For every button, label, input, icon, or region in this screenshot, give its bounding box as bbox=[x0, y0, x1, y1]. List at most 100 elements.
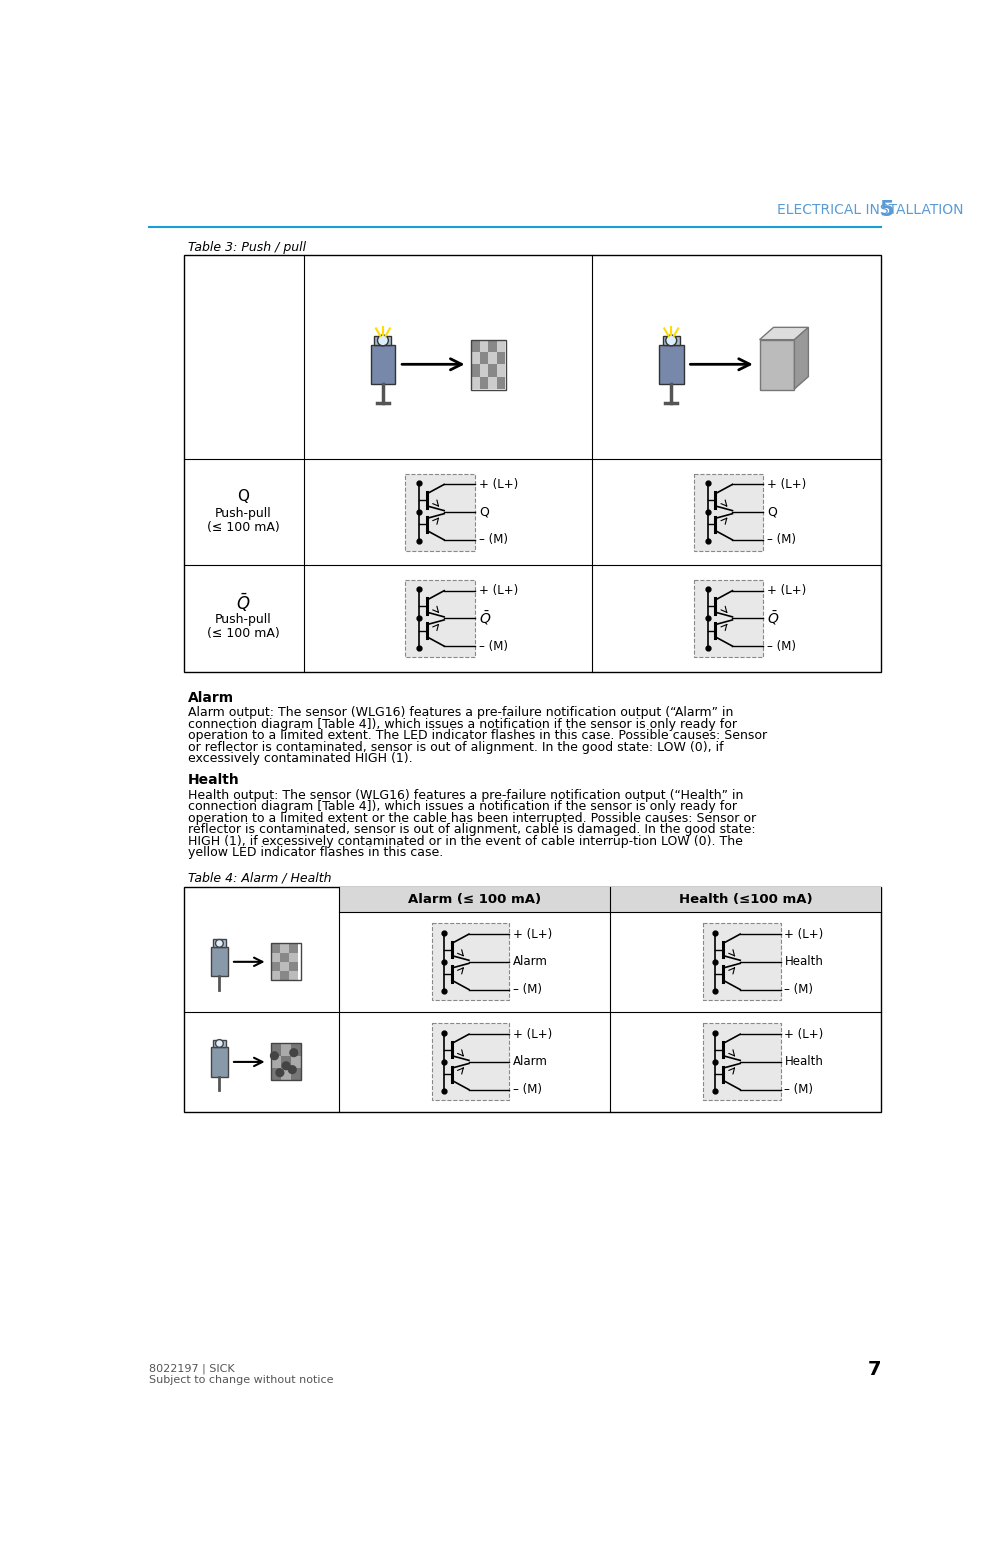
Text: Push-pull: Push-pull bbox=[215, 507, 271, 519]
Bar bbox=[270, 944, 279, 953]
Circle shape bbox=[288, 1065, 296, 1073]
Bar bbox=[339, 888, 610, 911]
Bar bbox=[479, 340, 488, 353]
Bar bbox=[704, 1023, 781, 1100]
Text: Alarm: Alarm bbox=[514, 955, 548, 969]
Bar bbox=[479, 376, 488, 388]
Text: – (M): – (M) bbox=[768, 640, 796, 652]
Text: Health output: The sensor (WLG16) features a pre-failure notification output (“H: Health output: The sensor (WLG16) featur… bbox=[188, 788, 743, 802]
Bar bbox=[760, 340, 794, 390]
Text: ELECTRICAL INSTALLATION: ELECTRICAL INSTALLATION bbox=[777, 203, 963, 217]
Text: Health: Health bbox=[188, 774, 239, 788]
Bar bbox=[432, 1023, 510, 1100]
Text: Health (≤100 mA): Health (≤100 mA) bbox=[678, 892, 812, 906]
Circle shape bbox=[282, 1062, 289, 1070]
Bar bbox=[279, 970, 289, 980]
Text: + (L+): + (L+) bbox=[479, 477, 519, 491]
Text: HIGH (1), if excessively contaminated or in the event of cable interrup­tion LOW: HIGH (1), if excessively contaminated or… bbox=[188, 835, 743, 847]
Bar bbox=[371, 345, 395, 384]
Text: 8022197 | SICK: 8022197 | SICK bbox=[149, 1363, 234, 1374]
Text: or reflector is contaminated, sensor is out of alignment. In the good state: LOW: or reflector is contaminated, sensor is … bbox=[188, 741, 724, 753]
Bar bbox=[471, 340, 507, 390]
Text: Subject to change without notice: Subject to change without notice bbox=[149, 1374, 334, 1385]
Bar bbox=[270, 970, 279, 980]
Bar bbox=[279, 944, 289, 953]
Text: Alarm: Alarm bbox=[514, 1056, 548, 1069]
Bar bbox=[375, 335, 392, 345]
Text: – (M): – (M) bbox=[768, 534, 796, 546]
Bar bbox=[213, 1039, 225, 1047]
Text: + (L+): + (L+) bbox=[768, 583, 807, 597]
Circle shape bbox=[215, 1039, 223, 1047]
Text: reflector is contaminated, sensor is out of alignment, cable is damaged. In the : reflector is contaminated, sensor is out… bbox=[188, 824, 755, 836]
Text: – (M): – (M) bbox=[479, 534, 508, 546]
Bar bbox=[290, 1044, 300, 1056]
Text: connection diagram [Table 4]), which issues a notification if the sensor is only: connection diagram [Table 4]), which iss… bbox=[188, 800, 737, 813]
Bar bbox=[496, 376, 506, 388]
Bar bbox=[488, 340, 496, 353]
Bar bbox=[270, 1044, 280, 1056]
Circle shape bbox=[215, 939, 223, 947]
Text: Q: Q bbox=[768, 505, 777, 518]
Bar bbox=[479, 353, 488, 365]
Text: connection diagram [Table 4]), which issues a notification if the sensor is only: connection diagram [Table 4]), which iss… bbox=[188, 718, 737, 730]
Text: Q: Q bbox=[237, 490, 249, 504]
Text: $\bar{Q}$: $\bar{Q}$ bbox=[768, 610, 780, 627]
Bar bbox=[280, 1044, 290, 1056]
Bar bbox=[471, 340, 479, 353]
Text: yellow LED indicator flashes in this case.: yellow LED indicator flashes in this cas… bbox=[188, 847, 443, 860]
Bar bbox=[693, 580, 764, 657]
Bar bbox=[290, 1056, 300, 1069]
Bar bbox=[211, 1047, 228, 1076]
Bar bbox=[279, 953, 289, 963]
Circle shape bbox=[289, 1048, 297, 1056]
Bar bbox=[405, 580, 475, 657]
Text: – (M): – (M) bbox=[514, 983, 542, 995]
Bar bbox=[290, 1069, 300, 1081]
Bar bbox=[662, 335, 679, 345]
Bar bbox=[488, 353, 496, 365]
Bar bbox=[496, 340, 506, 353]
Polygon shape bbox=[794, 328, 808, 388]
Text: 5: 5 bbox=[879, 200, 894, 220]
Circle shape bbox=[378, 335, 388, 346]
Bar bbox=[471, 376, 479, 388]
Bar bbox=[289, 970, 298, 980]
Text: + (L+): + (L+) bbox=[514, 1028, 553, 1041]
Bar bbox=[479, 365, 488, 376]
Bar bbox=[270, 963, 279, 970]
Text: + (L+): + (L+) bbox=[784, 928, 824, 941]
Bar bbox=[270, 953, 279, 963]
Text: + (L+): + (L+) bbox=[514, 928, 553, 941]
Text: (≤ 100 mA): (≤ 100 mA) bbox=[207, 627, 279, 640]
Text: – (M): – (M) bbox=[514, 1083, 542, 1097]
Bar bbox=[471, 365, 479, 376]
Text: Table 3: Push / pull: Table 3: Push / pull bbox=[188, 242, 306, 254]
Bar bbox=[488, 376, 496, 388]
Bar bbox=[289, 953, 298, 963]
Circle shape bbox=[276, 1069, 283, 1076]
Text: operation to a limited extent. The LED indicator flashes in this case. Possible : operation to a limited extent. The LED i… bbox=[188, 729, 767, 743]
Bar bbox=[213, 939, 225, 947]
Text: – (M): – (M) bbox=[479, 640, 508, 652]
Text: excessively contaminated HIGH (1).: excessively contaminated HIGH (1). bbox=[188, 752, 412, 766]
Polygon shape bbox=[760, 328, 808, 340]
Text: Health: Health bbox=[784, 1056, 823, 1069]
Text: + (L+): + (L+) bbox=[479, 583, 519, 597]
Text: Q: Q bbox=[479, 505, 488, 518]
Bar bbox=[280, 1056, 290, 1069]
Text: Health: Health bbox=[784, 955, 823, 969]
Circle shape bbox=[665, 335, 676, 346]
Text: Push-pull: Push-pull bbox=[215, 613, 271, 627]
Text: + (L+): + (L+) bbox=[784, 1028, 824, 1041]
Text: (≤ 100 mA): (≤ 100 mA) bbox=[207, 521, 279, 534]
Bar bbox=[280, 1069, 290, 1081]
Bar bbox=[432, 924, 510, 1000]
Bar bbox=[659, 345, 683, 384]
Bar bbox=[279, 963, 289, 970]
Bar bbox=[610, 888, 881, 911]
Text: Alarm output: The sensor (WLG16) features a pre-failure notification output (“Al: Alarm output: The sensor (WLG16) feature… bbox=[188, 707, 733, 719]
Text: $\bar{Q}$: $\bar{Q}$ bbox=[236, 591, 250, 615]
Bar bbox=[693, 474, 764, 551]
Text: Alarm: Alarm bbox=[188, 691, 234, 705]
